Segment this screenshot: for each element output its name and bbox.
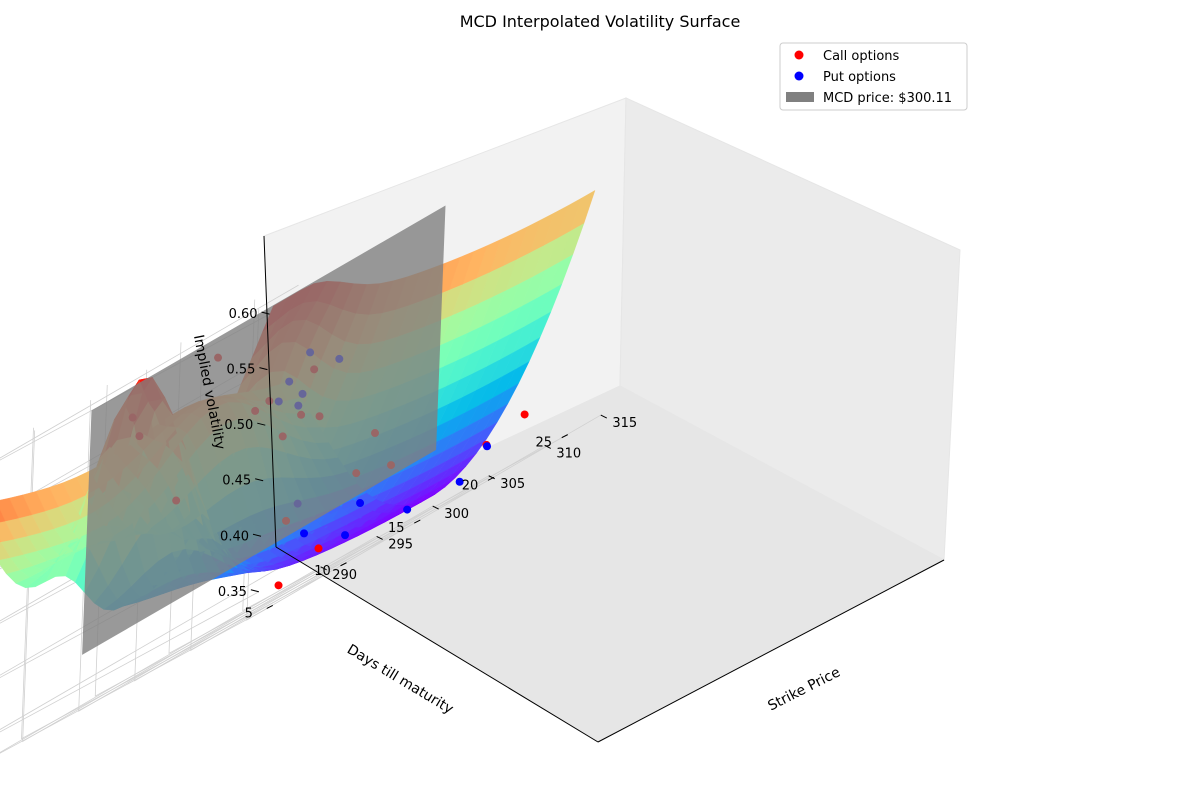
surface-patch: [0, 541, 11, 560]
y-tick: [561, 434, 568, 439]
axis-ticks: 290 295 300 305 310 315 5 10 15 20 25 0.35 0.40 0.45 0…: [218, 307, 637, 621]
x-tick-label: 310: [556, 446, 581, 461]
x-tick: [544, 444, 551, 449]
y-tick: [266, 605, 273, 609]
z-tick-label: 0.45: [222, 474, 251, 489]
x-axis-label: Strike Price: [765, 664, 843, 714]
put-option-point: [403, 505, 412, 514]
legend: Call options Put options MCD price: $300…: [779, 42, 968, 111]
legend-call-label: Call options: [823, 49, 900, 64]
legend-box: [779, 42, 968, 111]
y-tick-label: 10: [314, 564, 331, 579]
x-tick-label: 315: [612, 416, 637, 431]
put-option-point: [356, 499, 365, 508]
z-tick-label: 0.35: [218, 585, 247, 600]
z-tick-label: 0.40: [220, 529, 249, 544]
y-tick: [340, 562, 347, 567]
axes: [263, 235, 945, 743]
x-tick: [488, 475, 495, 480]
y-tick: [487, 476, 495, 481]
put-option-point: [455, 477, 464, 486]
z-tick: [255, 478, 264, 482]
x-tick: [432, 505, 439, 510]
z-tick-label: 0.60: [229, 307, 258, 322]
x-tick-label: 290: [332, 568, 357, 583]
y-tick: [414, 519, 421, 524]
z-tick-label: 0.50: [224, 418, 253, 433]
legend-put-label: Put options: [823, 70, 896, 85]
z-tick-label: 0.55: [226, 363, 255, 378]
grid-line-y: [0, 605, 273, 754]
legend-price-label: MCD price: $300.11: [823, 91, 952, 106]
y-axis-label: Days till maturity: [344, 642, 456, 718]
z-tick: [250, 589, 259, 593]
z-tick: [261, 311, 270, 315]
legend-price-marker: [786, 92, 814, 102]
x-tick: [320, 566, 327, 571]
x-axis-line: [597, 559, 945, 743]
surface-patch: [0, 539, 2, 543]
put-option-point: [483, 442, 492, 451]
x-tick-label: 295: [388, 537, 413, 552]
legend-put-marker: [794, 71, 804, 81]
z-axis-line: [263, 235, 277, 548]
surface-patch: [0, 509, 6, 523]
x-tick: [376, 536, 383, 540]
y-axis-line: [275, 546, 599, 743]
y-tick-label: 15: [388, 521, 405, 536]
chart-title: MCD Interpolated Volatility Surface: [460, 12, 741, 31]
put-option-point: [300, 529, 309, 538]
x-tick-label: 305: [500, 477, 525, 492]
y-tick-label: 20: [462, 478, 479, 493]
put-option-point: [341, 531, 350, 540]
z-tick: [252, 533, 262, 537]
call-option-point: [314, 544, 323, 553]
z-tick: [259, 367, 268, 371]
y-tick-label: 5: [245, 606, 253, 621]
z-tick: [257, 422, 266, 426]
y-tick-label: 25: [535, 436, 552, 451]
price-plane: [82, 205, 446, 655]
grid-line-z: [0, 562, 289, 733]
call-option-point: [274, 581, 283, 590]
x-tick: [600, 414, 608, 419]
x-tick-label: 300: [444, 507, 469, 522]
legend-call-marker: [794, 50, 804, 60]
call-option-point: [520, 410, 529, 419]
